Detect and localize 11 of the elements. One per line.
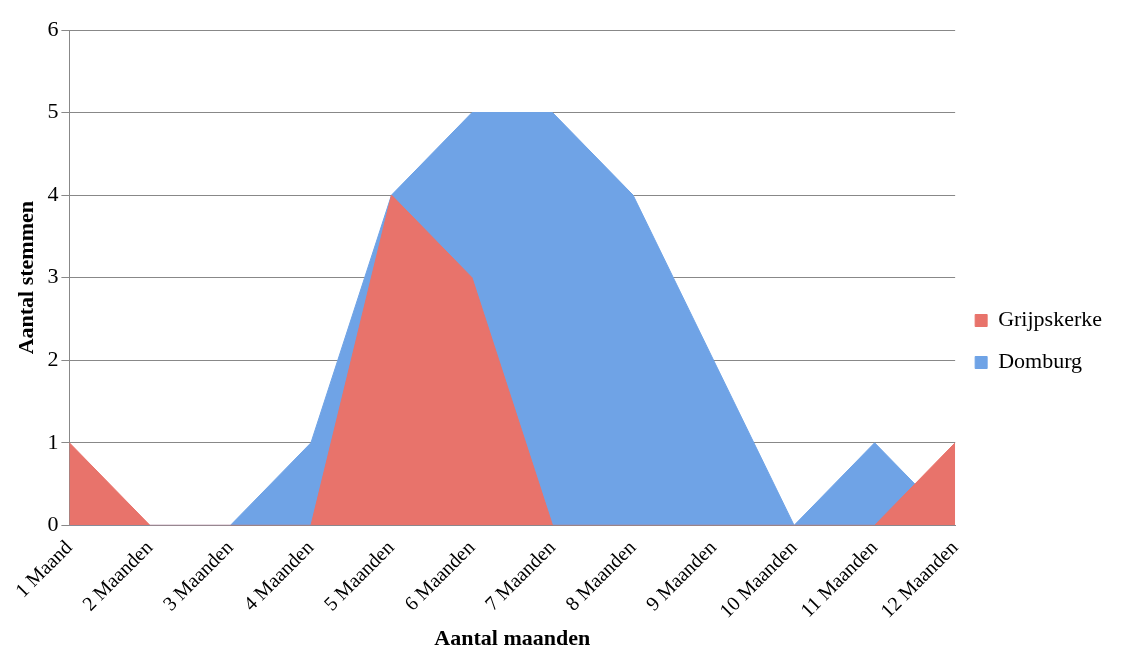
x-axis-title: Aantal maanden [434,625,591,651]
y-axis-title: Aantal stemmen [12,200,38,355]
y-tick-label: 1 [47,428,59,454]
y-tick-label: 4 [47,180,59,206]
y-tick-label: 0 [47,511,59,537]
y-tick-label: 6 [47,15,59,41]
y-tick-label: 2 [47,346,59,371]
y-tick-label: 3 [47,263,59,289]
legend-label: Domburg [998,348,1083,374]
y-tick-label: 5 [47,98,59,124]
legend-label: Grijpskerke [998,306,1102,332]
